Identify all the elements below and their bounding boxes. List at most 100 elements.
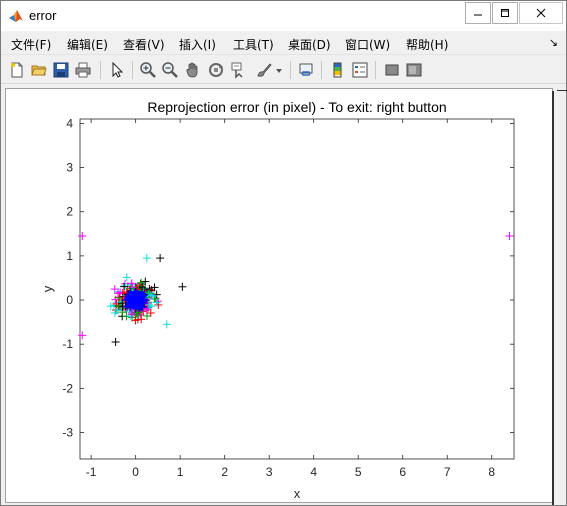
scatter-point: [145, 300, 154, 309]
scatter-point: [120, 281, 129, 290]
scatter-point: [178, 282, 187, 291]
scatter-point: [142, 305, 151, 314]
scatter-point: [132, 303, 141, 312]
hide-plot-tools-icon[interactable]: [383, 61, 401, 79]
menu-window[interactable]: 窗口(W): [345, 38, 391, 52]
scatter-point: [132, 308, 141, 317]
scatter-point: [78, 331, 87, 340]
minimize-icon: [474, 14, 482, 16]
maximize-button[interactable]: [492, 2, 518, 24]
toolbar-separator: [132, 61, 133, 79]
scatter-point: [106, 302, 115, 311]
menu-view[interactable]: 查看(V): [123, 38, 165, 52]
y-tick-label: 3: [66, 161, 73, 175]
scatter-point: [111, 337, 120, 346]
menu-tools[interactable]: 工具(T): [233, 38, 274, 52]
x-tick-label: 0: [132, 465, 139, 479]
scatter-point: [141, 277, 150, 286]
scatter-point: [124, 295, 133, 304]
toolbar-separator: [100, 61, 101, 79]
y-tick-label: -1: [62, 337, 73, 351]
pointer-icon[interactable]: [108, 61, 126, 79]
scatter-point: [142, 304, 151, 313]
scatter-point: [123, 302, 132, 311]
toolbar-separator: [375, 61, 376, 79]
scatter-point: [152, 298, 161, 307]
menu-desktop[interactable]: 桌面(D): [288, 38, 331, 52]
scatter-point: [139, 291, 148, 300]
data-cursor-icon[interactable]: [230, 61, 248, 79]
menu-file[interactable]: 文件(F): [11, 38, 52, 52]
scatter-point: [78, 232, 87, 241]
zoom-out-icon[interactable]: [161, 61, 179, 79]
link-plot-icon[interactable]: [297, 61, 315, 79]
menu-overflow-arrow[interactable]: ↘: [548, 37, 558, 49]
x-tick-label: 4: [310, 465, 317, 479]
data-points: [78, 232, 514, 346]
x-tick-label: 5: [355, 465, 362, 479]
minimize-button[interactable]: [465, 2, 491, 24]
scatter-point: [505, 232, 514, 241]
x-tick-label: 6: [399, 465, 406, 479]
x-tick-label: 2: [221, 465, 228, 479]
figure-right-edge: [552, 91, 554, 505]
matlab-logo-icon: [9, 10, 23, 22]
close-icon: [536, 8, 546, 18]
scatter-point: [110, 308, 119, 317]
figure-canvas[interactable]: Reprojection error (in pixel) - To exit:…: [5, 88, 553, 503]
figure-top-edge: [557, 90, 567, 91]
pan-hand-icon[interactable]: [184, 61, 202, 79]
legend-icon[interactable]: [351, 61, 369, 79]
close-button[interactable]: [519, 2, 563, 24]
menu-edit[interactable]: 编辑(E): [67, 38, 108, 52]
scatter-point: [132, 296, 141, 305]
save-icon[interactable]: [52, 61, 70, 79]
scatter-point: [114, 289, 123, 298]
show-plot-tools-icon[interactable]: [405, 61, 423, 79]
print-icon[interactable]: [74, 61, 92, 79]
x-tick-label: 8: [488, 465, 495, 479]
scatter-point: [118, 299, 127, 308]
y-tick-label: 2: [66, 205, 73, 219]
scatter-point: [126, 312, 135, 321]
menu-bar: 文件(F) 编辑(E) 查看(V) 插入(I) 工具(T) 桌面(D) 窗口(W…: [1, 31, 566, 55]
rotate-3d-icon[interactable]: [207, 61, 225, 79]
scatter-point: [127, 310, 136, 319]
colorbar-icon[interactable]: [329, 61, 347, 79]
scatter-point: [122, 273, 131, 282]
title-bar[interactable]: error: [1, 1, 566, 31]
scatter-point: [146, 308, 155, 317]
y-tick-label: -3: [62, 426, 73, 440]
x-axis-label: x: [294, 486, 301, 501]
dropdown-arrow-icon[interactable]: [274, 61, 284, 79]
open-folder-icon[interactable]: [30, 61, 48, 79]
scatter-point: [162, 320, 171, 329]
toolbar-separator: [321, 61, 322, 79]
brush-icon[interactable]: [255, 61, 273, 79]
x-tick-label: 3: [266, 465, 273, 479]
scatter-point: [137, 278, 146, 287]
menu-help[interactable]: 帮助(H): [406, 38, 449, 52]
scatter-point: [120, 282, 129, 291]
chart-title: Reprojection error (in pixel) - To exit:…: [147, 99, 446, 115]
scatter-point: [150, 283, 159, 292]
scatter-point: [127, 279, 136, 288]
zoom-in-icon[interactable]: [139, 61, 157, 79]
menu-insert[interactable]: 插入(I): [179, 38, 216, 52]
scatter-plot[interactable]: Reprojection error (in pixel) - To exit:…: [6, 89, 552, 502]
scatter-point: [134, 295, 143, 304]
x-tick-label: 1: [177, 465, 184, 479]
y-tick-label: -2: [62, 381, 73, 395]
y-tick-label: 4: [66, 116, 73, 130]
scatter-point: [142, 254, 151, 263]
y-tick-label: 0: [66, 293, 73, 307]
toolbar-separator: [290, 61, 291, 79]
window-title: error: [29, 8, 57, 23]
x-tick-label: 7: [444, 465, 451, 479]
x-tick-label: -1: [86, 465, 97, 479]
y-axis-label: y: [40, 285, 55, 292]
new-file-icon[interactable]: [8, 61, 26, 79]
scatter-point: [137, 315, 146, 324]
scatter-point: [156, 254, 165, 263]
